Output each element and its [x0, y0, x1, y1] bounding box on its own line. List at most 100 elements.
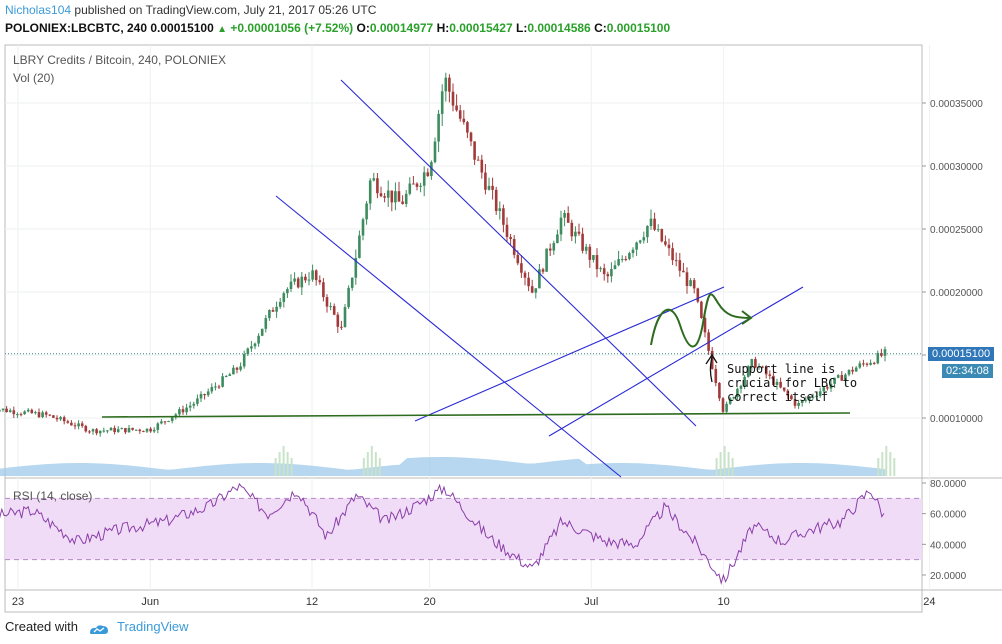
candle-body	[322, 282, 325, 298]
x-tick-label: Jul	[584, 596, 598, 608]
volume-spike-bar	[877, 458, 880, 476]
close-value: 0.00015100	[606, 21, 671, 35]
candle-body	[790, 395, 793, 400]
candle-body	[520, 263, 523, 273]
candle-body	[829, 383, 833, 389]
candle-body	[437, 113, 440, 142]
low-value: 0.00014586	[527, 21, 591, 35]
candle-body	[836, 375, 840, 378]
candle-body	[685, 272, 689, 287]
candle-body	[800, 400, 804, 403]
candle-body	[23, 411, 26, 415]
candle-body	[127, 427, 131, 433]
candle-body	[278, 301, 282, 307]
candle-body	[307, 279, 311, 281]
candle-body	[239, 366, 242, 370]
candle-body	[700, 301, 703, 318]
candle-body	[358, 235, 361, 258]
change-up-arrow: ▲	[217, 24, 228, 35]
y-tick-label: 0.00025000	[930, 225, 983, 236]
candle-body	[786, 390, 790, 396]
rsi-band	[5, 498, 922, 560]
volume-spike-bar	[731, 458, 734, 476]
candle-body	[66, 421, 70, 423]
candle-body	[170, 417, 174, 421]
candle-body	[325, 297, 329, 307]
candle-body	[286, 289, 289, 294]
candle-body	[635, 242, 638, 250]
support-annotation: Support line is crucial for LBC to corre…	[727, 362, 857, 404]
candle-body	[718, 382, 721, 399]
candle-body	[509, 237, 512, 240]
y-tick-label: 0.00010000	[930, 414, 983, 425]
candle-body	[466, 122, 469, 133]
candle-body	[775, 381, 779, 385]
volume-spike-bar	[290, 458, 293, 476]
downtrend-channel-lower	[275, 195, 622, 478]
candle-body	[664, 241, 667, 245]
change-value: +0.00001056 (+7.52%)	[230, 21, 354, 35]
candle-body	[361, 219, 365, 236]
candle-body	[30, 409, 34, 414]
candle-body	[368, 180, 372, 204]
author-link[interactable]: Nicholas104	[5, 3, 72, 17]
candle-body	[300, 276, 304, 288]
candle-body	[138, 429, 142, 432]
candle-body	[624, 259, 628, 261]
candle-body	[210, 387, 214, 392]
candle-body	[491, 185, 494, 190]
volume-spike-bar	[374, 452, 377, 476]
candle-body	[289, 281, 293, 290]
last-price: 0.00015100	[150, 21, 214, 35]
candle-body	[581, 233, 584, 251]
candle-body	[772, 375, 775, 385]
candle-body	[354, 257, 358, 278]
candle-body	[527, 277, 530, 287]
candles-group	[0, 72, 887, 437]
candle-body	[505, 224, 509, 238]
candle-body	[98, 430, 102, 434]
footer: Created with TradingView	[5, 619, 189, 634]
volume-spike-bar	[719, 452, 722, 476]
plot-frame	[4, 44, 923, 613]
candle-body	[448, 77, 451, 92]
candle-body	[120, 428, 124, 430]
annotation-line-2: crucial for LBC to	[727, 376, 858, 390]
candle-body	[804, 399, 808, 401]
candle-body	[80, 423, 84, 426]
candle-body	[782, 387, 786, 391]
candle-body	[282, 293, 286, 302]
candle-body	[602, 268, 606, 275]
candle-body	[703, 317, 707, 333]
candle-body	[12, 410, 16, 415]
candle-body	[628, 253, 631, 260]
candle-body	[548, 248, 552, 251]
candle-body	[314, 270, 318, 281]
y-tick-label: 0.00020000	[930, 288, 983, 299]
rsi-legend: RSI (14, close)	[13, 489, 93, 503]
volume-spike-bar	[366, 452, 369, 476]
candle-body	[185, 407, 188, 413]
candle-body	[188, 405, 192, 408]
countdown-tag: 02:34:08	[942, 364, 993, 378]
chart-area[interactable]: 0.000100000.000150000.000200000.00025000…	[0, 40, 1002, 615]
candle-body	[271, 310, 275, 312]
candle-body	[808, 397, 811, 400]
candle-body	[559, 217, 563, 235]
candle-body	[476, 159, 480, 161]
candle-body	[588, 246, 592, 260]
candle-body	[469, 132, 473, 142]
tradingview-brand[interactable]: TradingView	[117, 619, 189, 634]
y-tick-label: 0.00035000	[930, 99, 983, 110]
candle-body	[422, 172, 426, 186]
candle-body	[221, 376, 224, 387]
candle-body	[671, 248, 674, 261]
candle-body	[710, 350, 714, 369]
candle-body	[822, 387, 826, 392]
rsi-tick-label: 20.0000	[930, 571, 967, 582]
annotation-line-1: Support line is	[727, 362, 836, 376]
candle-body	[458, 110, 462, 119]
candle-body	[365, 203, 368, 220]
candle-body	[376, 178, 379, 194]
candle-body	[599, 268, 602, 270]
